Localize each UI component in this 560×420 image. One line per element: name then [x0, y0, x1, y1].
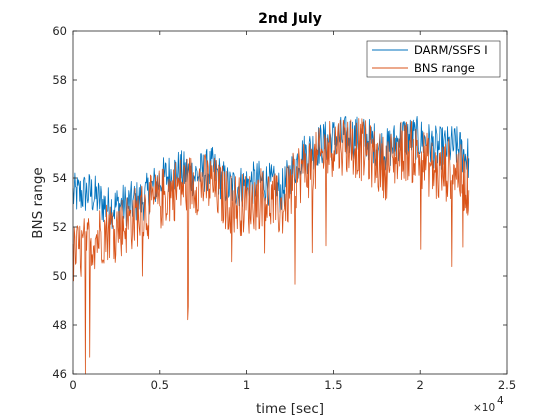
legend-box: [366, 40, 501, 78]
y-tick-label: 48: [52, 318, 67, 332]
x-tick-label: 2.5: [498, 378, 516, 392]
y-tick-label: 50: [52, 269, 67, 283]
x-tick-label: 1.5: [324, 378, 342, 392]
x-axis-label: time [sec]: [256, 401, 324, 417]
x-tick-label: 1: [243, 378, 250, 392]
x-tick-label: 0: [69, 378, 76, 392]
y-tick-label: 54: [52, 171, 67, 185]
x-tick-label: 0.5: [151, 378, 169, 392]
y-tick-label: 58: [52, 73, 67, 87]
x-tick-label: 2: [417, 378, 424, 392]
y-axis-label: BNS range: [30, 167, 46, 238]
legend-label-darm: DARM/SSFS I: [414, 43, 488, 57]
y-tick-label: 56: [52, 122, 67, 136]
y-tick-label: 52: [52, 220, 67, 234]
x-axis-exponent: ×10 4: [473, 395, 504, 414]
x-exponent-base: ×10: [473, 402, 495, 414]
legend: DARM/SSFS I BNS range: [366, 40, 501, 78]
y-tick-label: 60: [52, 24, 67, 38]
x-exponent-power: 4: [497, 395, 504, 407]
chart-title: 2nd July: [258, 11, 322, 27]
series-line-bns: [72, 118, 470, 375]
plot-frame: [72, 30, 508, 375]
y-tick-label: 46: [52, 367, 67, 381]
legend-label-bns: BNS range: [414, 61, 475, 75]
